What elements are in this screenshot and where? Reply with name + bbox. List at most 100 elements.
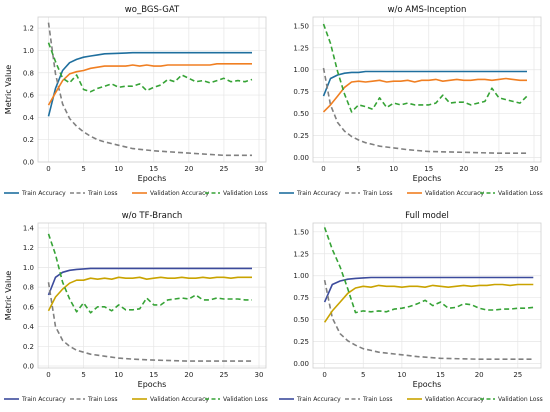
x-tick-label: 10 — [114, 371, 123, 379]
x-tick-label: 25 — [219, 371, 228, 379]
y-tick-label: 0.6 — [23, 303, 35, 311]
y-tick-label: 0.25 — [293, 338, 309, 346]
series-line-validation-accuracy — [322, 77, 527, 113]
y-axis-label: Metric Value — [4, 65, 13, 114]
x-tick-label: 30 — [530, 165, 539, 173]
x-tick-label: 0 — [46, 165, 50, 173]
y-tick-label: 1.2 — [23, 244, 34, 252]
x-tick-label: 20 — [459, 165, 468, 173]
y-tick-label: 0.6 — [23, 92, 35, 100]
x-tick-label: 0 — [322, 371, 326, 379]
legend-label: Validation Loss — [498, 190, 543, 197]
plot-frame — [312, 16, 542, 163]
x-tick-label: 5 — [361, 371, 365, 379]
series-line-train-accuracy — [47, 267, 252, 296]
x-tick-label: 15 — [436, 371, 445, 379]
series-line-validation-accuracy — [47, 62, 252, 106]
series-line-train-accuracy — [322, 70, 527, 97]
series-line-train-accuracy — [323, 276, 534, 303]
y-tick-label: 1.0 — [23, 264, 34, 272]
series-line-train-loss — [323, 279, 534, 360]
legend-label: Validation Accuracy — [150, 190, 209, 197]
legend-label: Train Loss — [87, 190, 117, 197]
legend-label: Validation Accuracy — [150, 396, 209, 403]
series-line-validation-accuracy — [323, 283, 534, 323]
series-line-train-loss — [322, 67, 527, 154]
series-line-validation-accuracy — [47, 276, 252, 312]
chart-panel-4: Full model 0.00 0.25 0.50 0.75 1.00 1.25 1.50 0 5… — [275, 206, 550, 412]
chart-panel-3: w/o TF-Branch 0.0 0.2 0.4 0.6 0.8 1.0 1.2 1.4 0 5 1… — [0, 206, 275, 412]
y-tick-label: 1.50 — [293, 22, 309, 30]
y-tick-label: 0.0 — [23, 159, 34, 167]
chart-panel-2: w/o AMS-Inception 0.00 0.25 0.50 0.75 1.00 1.2… — [275, 0, 550, 206]
chart-panel-1: wo_BGS-GAT 0.0 0.2 0.4 0.6 0.8 1.0 1.2 0 5 10 15 20 2… — [0, 0, 275, 206]
x-axis-label: Epochs — [138, 380, 167, 389]
legend-label: Train Loss — [362, 190, 392, 197]
y-tick-label: 0.25 — [293, 132, 309, 140]
series-line-train-loss — [47, 282, 252, 362]
legend-label: Validation Accuracy — [425, 190, 484, 197]
y-tick-label: 1.25 — [293, 44, 309, 52]
legend-label: Validation Loss — [223, 190, 268, 197]
chart-title: w/o TF-Branch — [122, 211, 183, 221]
y-tick-label: 0.2 — [23, 136, 34, 144]
y-tick-label: 0.50 — [293, 110, 309, 118]
series-line-validation-loss — [47, 233, 252, 314]
x-tick-label: 30 — [255, 371, 264, 379]
chart-title: w/o AMS-Inception — [388, 5, 467, 15]
y-tick-label: 1.00 — [293, 272, 309, 280]
y-tick-label: 0.8 — [23, 69, 34, 77]
x-tick-label: 25 — [219, 165, 228, 173]
y-tick-label: 0.75 — [293, 88, 309, 96]
y-tick-label: 0.2 — [23, 343, 34, 351]
chart-title: wo_BGS-GAT — [125, 5, 180, 15]
legend-label: Validation Accuracy — [425, 396, 484, 403]
x-tick-label: 10 — [397, 371, 406, 379]
x-tick-label: 20 — [184, 165, 193, 173]
series-line-validation-loss — [322, 23, 528, 113]
series-line-validation-loss — [47, 42, 253, 93]
x-axis-label: Epochs — [413, 380, 442, 389]
y-tick-label: 1.0 — [23, 47, 34, 55]
series-line-validation-loss — [323, 227, 534, 314]
chart-title: Full model — [405, 211, 449, 221]
x-tick-label: 25 — [494, 165, 503, 173]
y-tick-label: 0.8 — [23, 284, 34, 292]
legend-label: Validation Loss — [223, 396, 268, 403]
x-tick-label: 30 — [255, 165, 264, 173]
legend-label: Validation Loss — [498, 396, 543, 403]
x-tick-label: 15 — [149, 165, 158, 173]
legend-label: Train Loss — [87, 396, 117, 403]
y-tick-label: 0.4 — [23, 114, 35, 122]
chart-wo-tf-branch: w/o TF-Branch 0.0 0.2 0.4 0.6 0.8 1.0 1.2 1.4 0 5 1… — [4, 211, 268, 403]
x-tick-label: 0 — [46, 371, 50, 379]
y-tick-label: 0.75 — [293, 294, 309, 302]
x-tick-label: 10 — [114, 165, 123, 173]
y-tick-label: 0.4 — [23, 323, 35, 331]
series-line-train-loss — [47, 22, 252, 157]
y-tick-label: 1.00 — [293, 66, 309, 74]
legend-label: Train Accuracy — [21, 190, 66, 197]
y-tick-label: 0.50 — [293, 316, 309, 324]
legend-label: Train Accuracy — [21, 396, 66, 403]
y-tick-label: 1.25 — [293, 250, 309, 258]
chart-wo-bgs-gat: wo_BGS-GAT 0.0 0.2 0.4 0.6 0.8 1.0 1.2 0 5 10 15 20 2… — [4, 5, 268, 197]
y-tick-label: 0.0 — [23, 363, 34, 371]
x-axis-label: Epochs — [138, 174, 167, 183]
chart-full-model: Full model 0.00 0.25 0.50 0.75 1.00 1.25 1.50 0 5… — [279, 211, 543, 403]
legend-label: Train Accuracy — [296, 190, 341, 197]
y-tick-label: 1.4 — [23, 224, 35, 232]
y-tick-label: 1.2 — [23, 25, 34, 33]
plot-frame — [37, 16, 267, 163]
x-tick-label: 20 — [475, 371, 484, 379]
series-line-train-accuracy — [47, 51, 252, 117]
plot-frame — [312, 222, 542, 369]
x-tick-label: 20 — [184, 371, 193, 379]
x-tick-label: 25 — [513, 371, 522, 379]
plot-frame — [37, 222, 267, 369]
legend-label: Train Loss — [362, 396, 392, 403]
y-tick-label: 1.50 — [293, 228, 309, 236]
chart-wo-ams-inception: w/o AMS-Inception 0.00 0.25 0.50 0.75 1.00 1.2… — [279, 5, 543, 197]
x-tick-label: 0 — [321, 165, 325, 173]
